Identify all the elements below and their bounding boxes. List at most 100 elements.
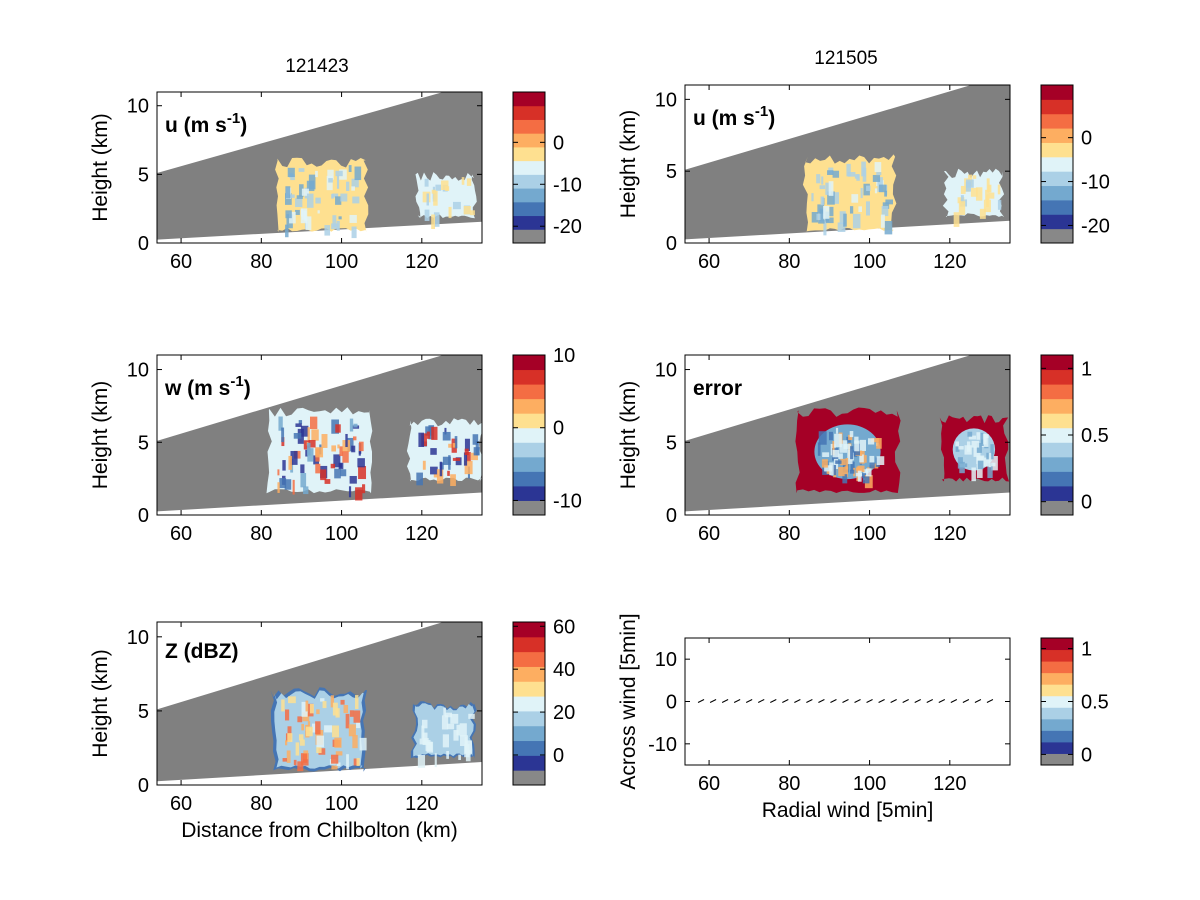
echo-texture — [862, 473, 868, 479]
echo-texture — [336, 174, 340, 189]
echo-texture — [335, 424, 341, 433]
echo-texture — [278, 416, 283, 431]
colorbar-segment — [1041, 695, 1073, 708]
x-tick-label: 80 — [250, 251, 272, 273]
colorbar-segment — [513, 105, 545, 120]
x-tick-label: 120 — [405, 793, 438, 815]
echo-texture — [976, 466, 983, 478]
echo-texture — [825, 182, 831, 195]
panel-label-superscript: -1 — [755, 103, 768, 120]
colorbar-segment — [513, 92, 545, 107]
echo-texture — [819, 185, 826, 190]
error-colorbar: 10.50 — [1040, 354, 1109, 516]
colorbar-segment — [1041, 185, 1073, 201]
echo-texture — [832, 192, 840, 204]
echo-texture — [444, 427, 447, 435]
colorbar-segment — [1041, 369, 1073, 385]
colorbar-segment — [1041, 638, 1073, 651]
echo-texture — [284, 479, 292, 490]
echo-texture — [450, 713, 459, 724]
echo-texture — [424, 178, 429, 187]
wind-vector — [721, 699, 729, 703]
panel-label-close: ) — [244, 377, 251, 400]
colorbar-frame — [512, 621, 546, 786]
echo-texture — [972, 175, 977, 179]
echo-texture — [357, 458, 365, 468]
echo-texture — [833, 458, 839, 470]
reflectivity-panel: 60 80 100 120 0 5 10 Height (km) Distance from C… — [89, 621, 483, 842]
x-tick-label: 60 — [170, 793, 192, 815]
wind-vector — [818, 699, 825, 703]
wind-vector — [770, 699, 777, 703]
echo-texture — [860, 187, 863, 199]
echo-texture — [331, 754, 339, 764]
colorbar-frame — [512, 354, 546, 516]
echo-texture — [445, 712, 453, 718]
echo-texture — [320, 698, 325, 702]
colorbar-segment — [513, 229, 545, 244]
echo-texture — [871, 438, 879, 443]
echo-texture — [358, 441, 364, 452]
echo-texture — [352, 436, 357, 441]
echo-texture — [349, 214, 357, 223]
echo-texture — [332, 702, 338, 716]
echo-texture — [356, 722, 361, 729]
colorbar-segment — [513, 622, 545, 638]
echo-texture — [458, 754, 461, 760]
colorbar-tick-label: 0.5 — [1081, 425, 1109, 447]
echo-texture — [301, 723, 304, 731]
echo-texture — [331, 765, 338, 770]
wind-vector — [926, 699, 933, 703]
echo-texture — [298, 420, 303, 424]
echo-texture — [463, 452, 468, 466]
colorbar-segment — [1041, 485, 1073, 501]
y-axis-label: Height (km) — [617, 110, 640, 219]
echo-texture — [997, 184, 1001, 195]
echo-texture — [330, 463, 336, 469]
colorbar-segment — [1041, 384, 1073, 400]
echo-texture — [305, 449, 308, 457]
x-tick-label: 60 — [698, 773, 720, 795]
echo-texture — [436, 469, 444, 484]
echo-texture — [877, 177, 883, 192]
echo-texture — [970, 187, 978, 197]
echo-texture — [299, 739, 305, 746]
echo-texture — [980, 432, 984, 444]
echo-texture — [332, 725, 340, 738]
echo-texture — [328, 178, 333, 183]
colorbar-tick-label: 60 — [553, 616, 575, 638]
echo-cell — [275, 157, 369, 239]
echo-texture — [322, 701, 327, 709]
echo-texture — [825, 217, 834, 224]
echo-texture — [442, 734, 450, 748]
echo-texture — [300, 208, 308, 224]
plot-area — [685, 355, 1010, 512]
echo-texture — [986, 194, 989, 208]
echo-texture — [339, 169, 347, 180]
plot-area — [157, 355, 482, 512]
echo-texture — [433, 190, 438, 206]
echo-texture — [884, 190, 888, 197]
echo-texture — [465, 750, 471, 762]
echo-texture — [306, 726, 313, 737]
echo-texture — [854, 440, 860, 452]
echo-texture — [832, 170, 840, 178]
echo-body — [415, 172, 477, 219]
colorbar-segment — [513, 384, 545, 400]
colorbar-segment — [513, 188, 545, 203]
echo-texture — [441, 715, 449, 730]
wind-colorbar: 10.50 — [1040, 637, 1109, 766]
echo-texture — [971, 467, 976, 482]
echo-texture — [464, 740, 473, 754]
echo-texture — [953, 212, 960, 227]
echo-texture — [464, 460, 473, 475]
echo-texture — [876, 456, 885, 465]
echo-texture — [288, 696, 296, 704]
echo-texture — [988, 452, 992, 468]
colorbar-segment — [513, 201, 545, 217]
echo-texture — [338, 216, 342, 220]
z-colorbar: 60 40 20 0 — [512, 616, 575, 786]
colorbar-segment — [513, 442, 545, 458]
echo-texture — [353, 710, 361, 723]
